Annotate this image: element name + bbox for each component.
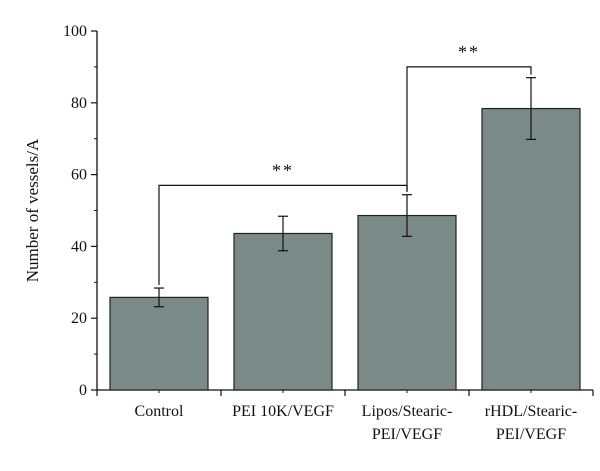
chart-labels: 0 20 40 60 80 100 Control PEI 10K/VEGF Lipos/Ste… <box>23 23 577 443</box>
x-tick-label: PEI/VEGF <box>372 426 442 443</box>
y-tick-label: 20 <box>71 310 87 327</box>
bar <box>233 232 333 391</box>
y-tick-label: 100 <box>63 23 87 40</box>
significance-label: ** <box>272 160 294 180</box>
y-tick-label: 40 <box>71 238 87 255</box>
y-tick-label: 0 <box>79 382 87 399</box>
chart-bars <box>109 77 581 391</box>
x-tick-label: rHDL/Stearic- <box>485 403 577 420</box>
y-tick-label: 80 <box>71 95 87 112</box>
bar <box>109 296 209 391</box>
x-tick-label: Control <box>135 403 184 420</box>
significance-label: ** <box>458 42 480 62</box>
x-tick-label: PEI 10K/VEGF <box>232 403 334 420</box>
x-tick-label: PEI/VEGF <box>496 426 566 443</box>
x-tick-label: Lipos/Stearic- <box>362 403 453 420</box>
y-tick-label: 60 <box>71 167 87 184</box>
significance-brackets <box>158 66 532 286</box>
bar <box>357 214 457 391</box>
bar <box>481 107 581 391</box>
significance-bracket <box>406 66 532 192</box>
y-axis-title: Number of vessels/A <box>23 138 42 282</box>
